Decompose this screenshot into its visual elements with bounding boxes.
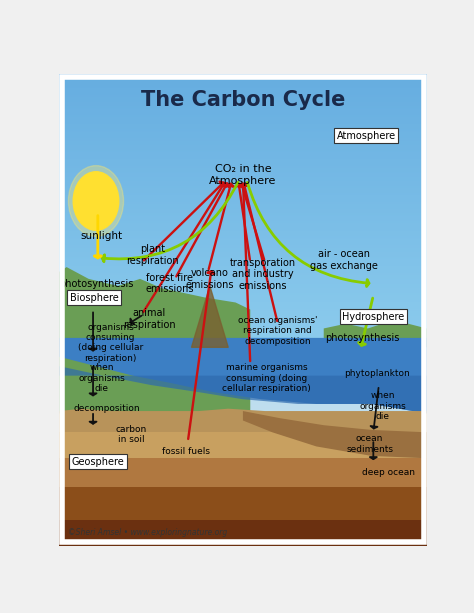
Polygon shape (59, 459, 427, 487)
Text: ocean organisms'
respiration and
decomposition: ocean organisms' respiration and decompo… (238, 316, 318, 346)
Circle shape (73, 172, 119, 230)
Text: volcano
emissions: volcano emissions (186, 268, 234, 290)
Circle shape (68, 166, 124, 237)
Text: air - ocean
gas exchange: air - ocean gas exchange (310, 249, 378, 271)
Polygon shape (59, 487, 427, 520)
Text: phytoplankton: phytoplankton (344, 369, 410, 378)
Text: fossil fuels: fossil fuels (162, 447, 210, 455)
Text: transporation
and industry
emissions: transporation and industry emissions (230, 257, 296, 291)
Text: deep ocean: deep ocean (362, 468, 415, 477)
Text: ocean
sediments: ocean sediments (346, 435, 393, 454)
Polygon shape (59, 366, 427, 413)
Text: organisms
consuming
(doing cellular
respiration): organisms consuming (doing cellular resp… (78, 322, 143, 363)
Text: decomposition: decomposition (73, 404, 140, 413)
Text: photosynthesis: photosynthesis (325, 333, 400, 343)
Text: Geosphere: Geosphere (72, 457, 124, 466)
Text: animal
respiration: animal respiration (123, 308, 175, 330)
Text: The Carbon Cycle: The Carbon Cycle (141, 89, 345, 110)
Text: CO₂ in the
Atmosphere: CO₂ in the Atmosphere (209, 164, 277, 186)
Polygon shape (59, 267, 250, 413)
Text: forest fire
emissions: forest fire emissions (145, 273, 194, 294)
Text: when
organisms
die: when organisms die (78, 363, 125, 393)
Text: when
organisms
die: when organisms die (359, 392, 406, 421)
Text: Biosphere: Biosphere (70, 293, 118, 303)
Text: carbon
in soil: carbon in soil (115, 425, 146, 444)
Polygon shape (59, 409, 427, 432)
Polygon shape (191, 286, 228, 348)
Text: marine organisms
consuming (doing
cellular respiration): marine organisms consuming (doing cellul… (222, 363, 311, 393)
Polygon shape (243, 411, 427, 459)
Text: Atmosphere: Atmosphere (337, 131, 395, 141)
Polygon shape (59, 432, 427, 459)
Text: Hydrosphere: Hydrosphere (342, 311, 404, 322)
Polygon shape (59, 520, 427, 546)
Text: sunlight: sunlight (81, 231, 123, 242)
Polygon shape (59, 338, 427, 413)
Text: photosynthesis: photosynthesis (59, 278, 133, 289)
Text: plant
respiration: plant respiration (127, 245, 179, 266)
Polygon shape (324, 321, 427, 348)
Text: ©Sheri Amsel • www.exploringnature.org: ©Sheri Amsel • www.exploringnature.org (68, 528, 228, 537)
